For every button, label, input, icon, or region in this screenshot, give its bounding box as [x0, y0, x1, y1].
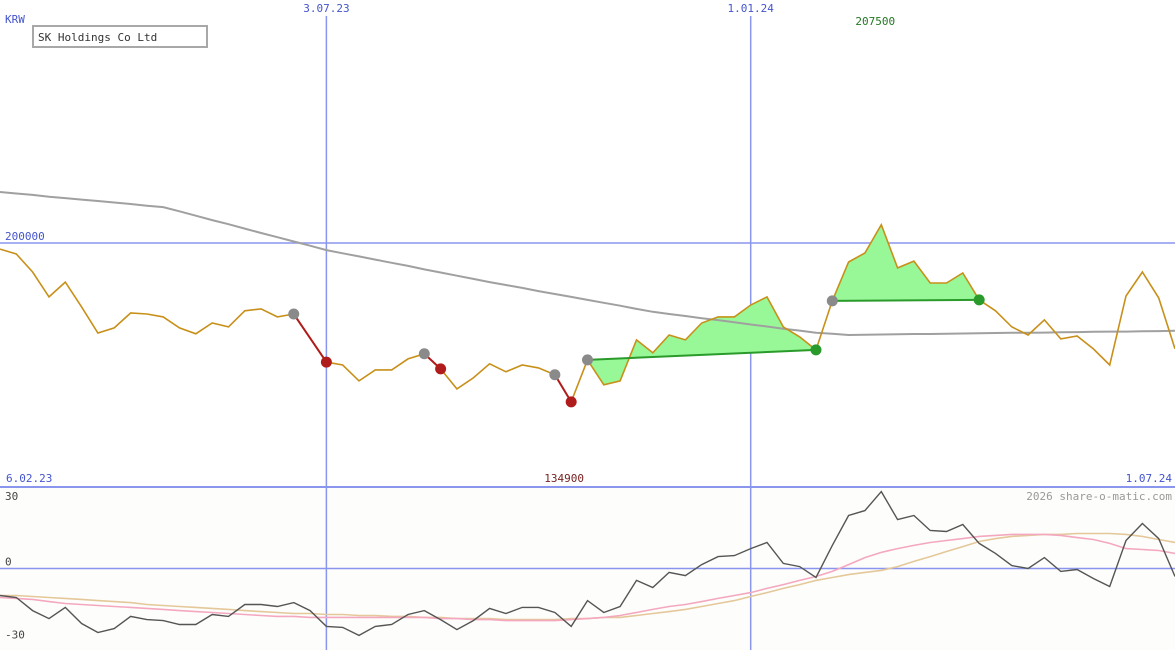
- trade-entry: [418, 348, 430, 360]
- trade-entry: [826, 295, 838, 307]
- line-oscillator: [0, 490, 1175, 637]
- line-average: [0, 191, 1175, 337]
- min-label: 134900: [544, 472, 584, 485]
- max-label: 207500: [855, 15, 895, 28]
- x-tick-label: 6.02.23: [6, 472, 52, 485]
- trade-chord: [832, 298, 980, 302]
- currency-label: KRW: [5, 13, 25, 26]
- line-signal: [0, 533, 1175, 622]
- trade-area: [587, 296, 816, 385]
- watermark: 2026 share-o-matic.com: [1026, 490, 1172, 503]
- trade-entry: [549, 369, 561, 381]
- y-tick-label: -30: [5, 628, 25, 641]
- trade-entry: [288, 308, 300, 320]
- trade-exit: [973, 294, 985, 306]
- trade-chord: [587, 348, 817, 361]
- y-tick-label: 0: [5, 556, 12, 569]
- x-tick-label: 3.07.23: [303, 2, 349, 15]
- trade-exit: [435, 363, 447, 375]
- y-tick-label: 200000: [5, 230, 45, 243]
- x-tick-label: 1.01.24: [728, 2, 775, 15]
- trade-exit: [320, 356, 332, 368]
- trade-entry: [582, 354, 593, 366]
- x-tick-label: 1.07.24: [1126, 472, 1173, 485]
- trade-exit: [810, 344, 822, 356]
- title-box: [32, 25, 208, 48]
- y-tick-label: 30: [5, 490, 18, 503]
- chart-title: SK Holdings Co Ltd: [38, 31, 157, 44]
- trade-chord: [292, 313, 328, 363]
- trade-exit: [565, 396, 577, 408]
- trade-area: [832, 224, 980, 301]
